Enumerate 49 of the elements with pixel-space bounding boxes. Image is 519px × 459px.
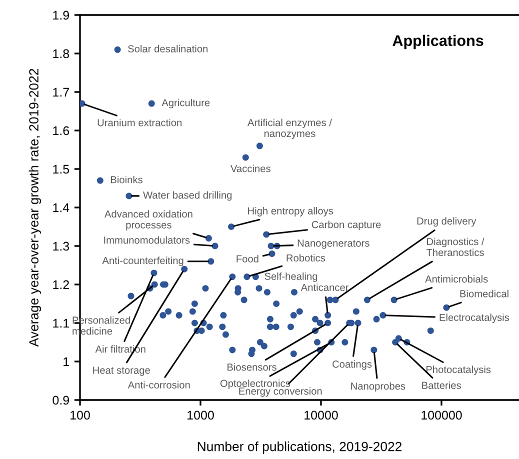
annotation: Solar desalination	[128, 44, 208, 52]
text: Applications	[392, 34, 484, 50]
annotation: Food	[236, 254, 258, 262]
annotation: Anti-corrosion	[128, 381, 190, 389]
annotation: Carbon capture	[312, 220, 381, 230]
annotation: Photocatalysis	[426, 366, 491, 376]
y-tick-label: 1.7	[53, 88, 69, 97]
annotation: Uranium extraction	[98, 118, 182, 126]
annotation: Anticancer	[300, 284, 349, 292]
y-tick-label: 1.4	[53, 203, 70, 212]
annotation: Diagnostics / Theranostics	[426, 238, 484, 256]
annotation: Nanogenerators	[298, 240, 370, 249]
y-tick-label: 1.9	[53, 10, 69, 20]
annotation: Batteries	[422, 382, 461, 389]
annotation: Self-healing	[264, 272, 318, 282]
annotation: Bioinks	[110, 176, 142, 184]
y-tick-label: 1.2	[53, 280, 69, 290]
annotation: Nanoprobes	[351, 382, 406, 392]
x-tick-label: 100000	[422, 410, 462, 420]
annotation: Advanced oxidation processes	[104, 210, 192, 230]
annotation: Electrocatalysis	[440, 314, 510, 324]
annotation: Biomedical	[460, 290, 508, 298]
y-tick-label: 1.3	[53, 242, 70, 251]
y-tick-label: 0.9	[52, 396, 69, 405]
annotation: Artificial enzymes / nanozymes	[247, 118, 332, 140]
annotation: Vaccines	[230, 164, 270, 172]
annotation: Water based drilling	[143, 191, 232, 201]
annotation: Optoelectronics	[220, 380, 290, 389]
annotation: Agriculture	[162, 98, 210, 108]
y-tick-label: 1.5	[53, 164, 70, 174]
annotation: Energy conversion	[239, 387, 322, 397]
y-axis-title: Average year-over-year growth rate, 2019-2022	[28, 68, 42, 347]
annotation: Coatings	[332, 360, 372, 370]
x-axis-title: Number of publications, 2019-2022	[198, 442, 402, 454]
x-tick-label: 100	[70, 410, 90, 420]
annotation: Drug delivery	[417, 217, 476, 227]
y-tick-label: 1.8	[53, 49, 70, 58]
annotation: Robotics	[286, 254, 326, 262]
annotation: Biosensors	[228, 363, 276, 371]
y-tick-label: 1.1	[53, 318, 69, 328]
annotation: Anti-counterfeiting	[102, 256, 184, 266]
x-tick-label: 10000	[304, 410, 338, 420]
annotation: Antimicrobials	[425, 275, 488, 283]
annotation: Heat storage	[93, 366, 150, 376]
annotation: High entropy alloys	[248, 207, 334, 216]
y-tick-label: 1.6	[53, 126, 70, 136]
x-tick-label: 1000	[188, 410, 214, 420]
annotation: Immunomodulators	[104, 236, 190, 244]
y-tick-label: 1	[64, 357, 69, 366]
